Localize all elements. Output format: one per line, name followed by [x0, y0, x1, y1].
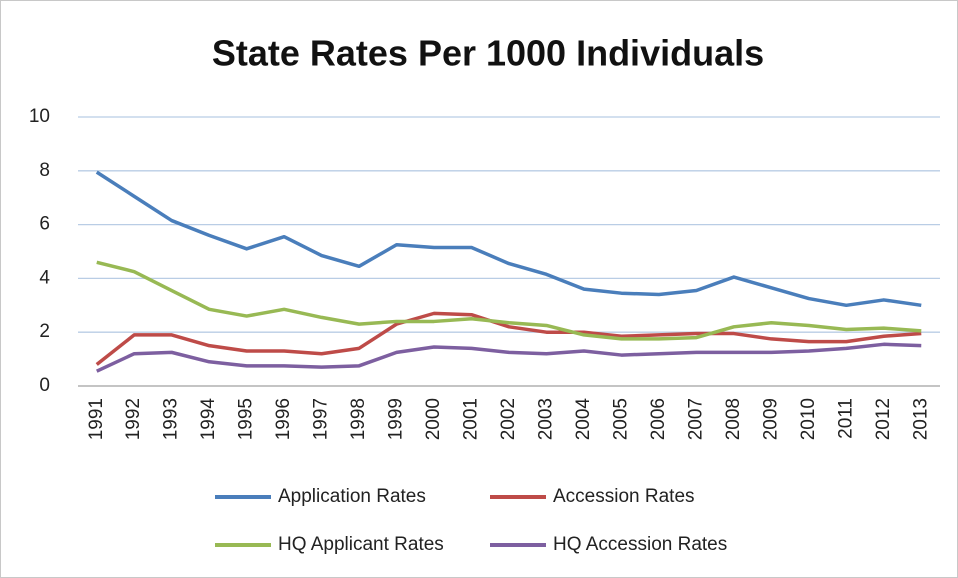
y-tick-label: 6 [39, 214, 50, 235]
x-tick-label: 2003 [535, 398, 556, 440]
x-tick-label: 2008 [723, 398, 744, 440]
x-tick-label: 1991 [86, 398, 107, 440]
legend-label: Accession Rates [553, 486, 695, 507]
legend-label: Application Rates [278, 486, 426, 507]
x-tick-label: 2009 [760, 398, 781, 440]
x-tick-label: 2011 [835, 398, 856, 439]
x-tick-label: 1998 [348, 398, 369, 440]
x-tick-label: 2000 [423, 398, 444, 440]
x-tick-label: 1999 [386, 398, 407, 440]
x-tick-label: 2004 [573, 398, 594, 441]
y-tick-label: 4 [39, 267, 50, 288]
x-tick-label: 1994 [198, 398, 219, 441]
x-tick-label: 2002 [498, 398, 519, 440]
legend-label: HQ Accession Rates [553, 534, 727, 555]
x-tick-label: 2001 [461, 398, 482, 440]
x-tick-label: 1997 [311, 398, 332, 440]
x-tick-label: 1995 [236, 398, 257, 440]
legend-label: HQ Applicant Rates [278, 534, 444, 555]
y-tick-label: 10 [29, 106, 50, 127]
y-tick-label: 2 [39, 321, 50, 342]
x-tick-label: 1993 [161, 398, 182, 440]
line-series [95, 311, 922, 366]
y-tick-label: 0 [39, 375, 50, 396]
line-series [96, 260, 922, 341]
x-tick-label: 2012 [873, 398, 894, 440]
line-series [95, 342, 922, 373]
y-tick-label: 8 [39, 160, 50, 181]
line-series [95, 170, 922, 308]
x-tick-label: 2013 [910, 398, 931, 440]
x-tick-label: 2005 [610, 398, 631, 440]
x-tick-label: 2010 [798, 398, 819, 440]
x-tick-label: 1992 [123, 398, 144, 440]
chart-title: State Rates Per 1000 Individuals [212, 33, 764, 74]
x-tick-label: 2006 [648, 398, 669, 440]
x-tick-label: 2007 [685, 398, 706, 440]
x-tick-label: 1996 [273, 398, 294, 440]
